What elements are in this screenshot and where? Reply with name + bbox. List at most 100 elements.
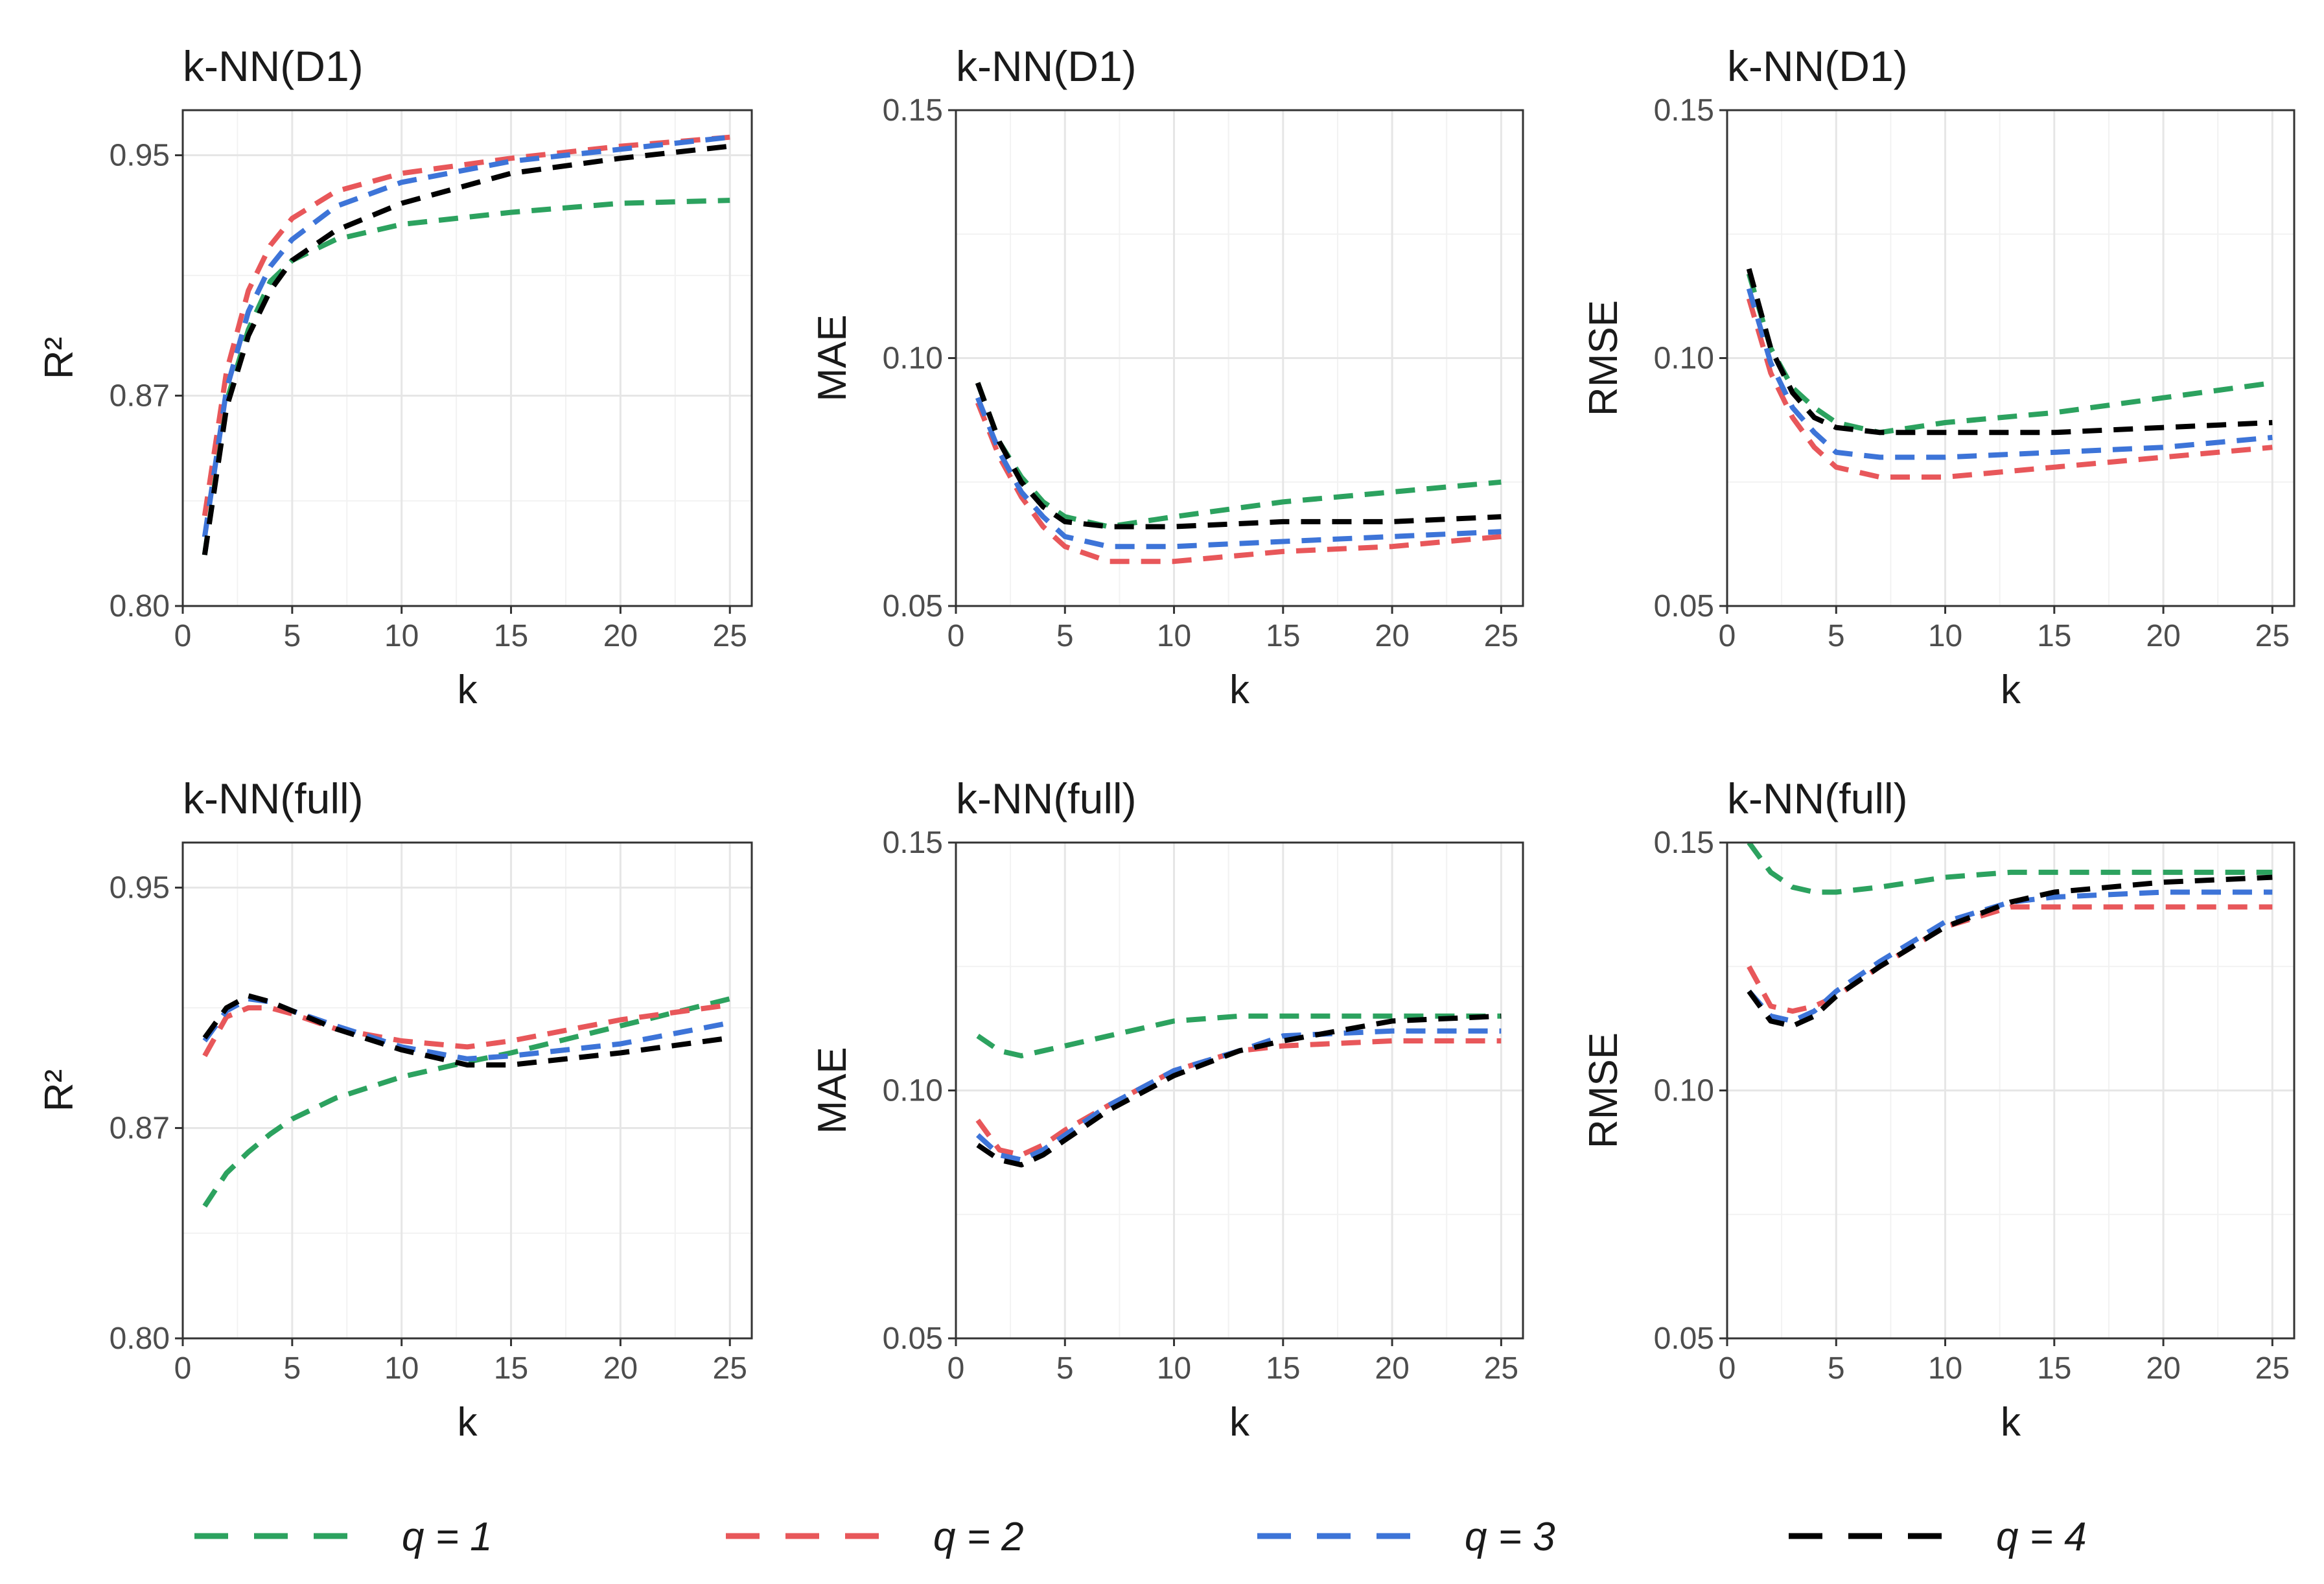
panel-full-rmse: 0 5 10 15 20 25 0.05 0.10 0.15 k-NN(full) k RMSE [1581,775,2295,1445]
panel-title: k-NN(D1) [183,42,364,90]
x-tick-label: 5 [1828,1351,1845,1386]
series-line-q1 [1746,273,2273,436]
y-axis-label: R² [37,1069,82,1112]
x-tick-label: 20 [603,619,638,653]
y-tick-label: 0.05 [883,589,943,623]
series-line-q4 [975,382,1502,530]
x-tick-label: 15 [494,619,528,653]
y-axis-label: RMSE [1581,1032,1626,1148]
legend-label-q2: q = 2 [933,1515,1024,1559]
series-line-q3 [202,134,730,537]
legend-label-q3: q = 3 [1465,1515,1555,1559]
panel-d1-mae: 0 5 10 15 20 25 0.05 0.10 0.15 k-NN(D1) k MAE [810,42,1524,712]
x-tick-label: 15 [2037,1351,2071,1386]
x-tick-label: 25 [1484,619,1518,653]
x-axis-label: k [1229,1400,1250,1445]
series-line-q2 [975,401,1502,565]
x-tick-label: 20 [1375,619,1409,653]
x-tick-label: 5 [283,619,301,653]
y-tick-label: 0.10 [883,1074,943,1108]
panel-title: k-NN(full) [183,775,364,822]
x-tick-label: 0 [174,1351,192,1386]
y-tick-label: 0.87 [110,1111,170,1145]
x-tick-label: 20 [1375,1351,1409,1386]
x-tick-label: 25 [713,619,747,653]
legend-item-q4: q = 4 [1789,1515,2087,1559]
legend-item-q2: q = 2 [726,1515,1024,1559]
x-tick-label: 10 [1928,619,1962,653]
y-tick-label: 0.10 [1654,342,1714,376]
x-tick-label: 10 [384,619,419,653]
panel-title: k-NN(full) [1727,775,1908,822]
series-line-q3 [975,397,1502,550]
panel-d1-rmse: 0 5 10 15 20 25 0.05 0.10 0.15 k-NN(D1) k RMSE [1581,42,2295,712]
series-line-q2 [1747,904,2273,1014]
series-line-q3 [1747,889,2273,1024]
series-line-q3 [1746,288,2273,460]
legend-label-q1: q = 1 [402,1515,493,1559]
y-tick-label: 0.15 [1654,826,1714,860]
y-axis-label: R² [37,337,82,379]
y-tick-label: 0.80 [110,1322,170,1356]
legend-label-q4: q = 4 [1996,1515,2087,1559]
x-tick-label: 10 [1928,1351,1962,1386]
x-axis-label: k [2001,1400,2021,1445]
x-tick-label: 5 [1056,1351,1074,1386]
y-axis-label: RMSE [1581,300,1626,416]
y-tick-label: 0.87 [110,379,170,413]
y-tick-label: 0.10 [883,342,943,376]
x-tick-label: 25 [2255,619,2290,653]
y-axis-label: MAE [810,1047,855,1134]
x-tick-label: 0 [947,619,965,653]
panel-border [181,109,753,607]
series-line-q1 [202,996,731,1208]
panel-border [181,841,753,1340]
y-tick-label: 0.15 [883,826,943,860]
x-tick-label: 0 [1719,1351,1736,1386]
x-tick-label: 10 [384,1351,419,1386]
y-tick-label: 0.05 [883,1322,943,1356]
legend-item-q1: q = 1 [194,1515,493,1559]
series-line-q4 [1747,874,2273,1029]
x-tick-label: 25 [713,1351,747,1386]
x-axis-label: k [2001,668,2021,712]
y-tick-label: 0.05 [1654,589,1714,623]
y-tick-label: 0.15 [1654,93,1714,128]
x-axis-label: k [458,668,478,712]
panel-full-mae: 0 5 10 15 20 25 0.05 0.10 0.15 k-NN(full) k MAE [810,775,1524,1445]
panel-d1-r2: 0 5 10 15 20 25 0.80 0.87 0.95 k-NN(D1) k R² [37,42,753,712]
series-line-q4 [1746,268,2273,436]
series-line-q4 [202,143,730,555]
panel-title: k-NN(D1) [956,42,1137,90]
y-axis-label: MAE [810,314,855,401]
x-tick-label: 25 [2255,1351,2290,1386]
series-line-q2 [1746,297,2273,480]
panel-title: k-NN(D1) [1727,42,1908,90]
x-tick-label: 15 [1266,1351,1300,1386]
y-tick-label: 0.15 [883,93,943,128]
x-axis-label: k [458,1400,478,1445]
y-tick-label: 0.80 [110,589,170,623]
x-tick-label: 10 [1157,1351,1191,1386]
series-line-q2 [975,1038,1502,1158]
x-tick-label: 0 [947,1351,965,1386]
y-tick-label: 0.95 [110,139,170,173]
x-tick-label: 5 [283,1351,301,1386]
y-tick-label: 0.95 [110,871,170,905]
legend: q = 1 q = 2 q = 3 q = 4 [194,1515,2087,1559]
x-tick-label: 0 [174,619,192,653]
series-line-q1 [1747,843,2273,895]
y-tick-label: 0.05 [1654,1322,1714,1356]
x-tick-label: 10 [1157,619,1191,653]
series-line-q2 [202,134,730,517]
x-tick-label: 20 [2146,1351,2180,1386]
x-tick-label: 20 [603,1351,638,1386]
panel-title: k-NN(full) [956,775,1137,822]
x-tick-label: 15 [2037,619,2071,653]
x-tick-label: 15 [1266,619,1300,653]
series-line-q1 [976,1013,1502,1058]
series-line-q4 [976,1013,1502,1168]
panel-full-r2: 0 5 10 15 20 25 0.80 0.87 0.95 k-NN(full) k R² [37,775,753,1445]
series-line-q4 [202,993,730,1068]
